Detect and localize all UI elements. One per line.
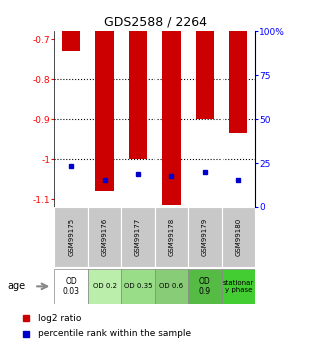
Bar [121, 269, 155, 304]
Text: GSM99180: GSM99180 [235, 218, 241, 256]
Text: log2 ratio: log2 ratio [38, 314, 81, 323]
Bar [129, 31, 147, 159]
Bar [95, 31, 114, 191]
Text: GSM99176: GSM99176 [102, 218, 108, 256]
Bar [196, 31, 214, 119]
Bar [88, 269, 121, 304]
Text: GSM99178: GSM99178 [169, 218, 174, 256]
Text: OD
0.9: OD 0.9 [199, 277, 211, 296]
Bar [121, 207, 155, 267]
Bar [222, 207, 255, 267]
Bar [54, 269, 88, 304]
Text: OD
0.03: OD 0.03 [63, 277, 80, 296]
Bar [54, 207, 88, 267]
Text: OD 0.6: OD 0.6 [159, 283, 183, 289]
Bar [155, 207, 188, 267]
Bar [162, 31, 181, 205]
Bar [222, 269, 255, 304]
Text: OD 0.35: OD 0.35 [124, 283, 152, 289]
Bar [188, 269, 222, 304]
Text: percentile rank within the sample: percentile rank within the sample [38, 329, 191, 338]
Bar [188, 207, 222, 267]
Text: OD 0.2: OD 0.2 [93, 283, 117, 289]
Text: GDS2588 / 2264: GDS2588 / 2264 [104, 16, 207, 29]
Bar [88, 207, 121, 267]
Text: GSM99175: GSM99175 [68, 218, 74, 256]
Bar [62, 31, 80, 51]
Bar [229, 31, 248, 133]
Text: GSM99179: GSM99179 [202, 218, 208, 256]
Text: age: age [8, 282, 26, 291]
Text: stationar
y phase: stationar y phase [223, 280, 254, 293]
Bar [155, 269, 188, 304]
Text: GSM99177: GSM99177 [135, 218, 141, 256]
